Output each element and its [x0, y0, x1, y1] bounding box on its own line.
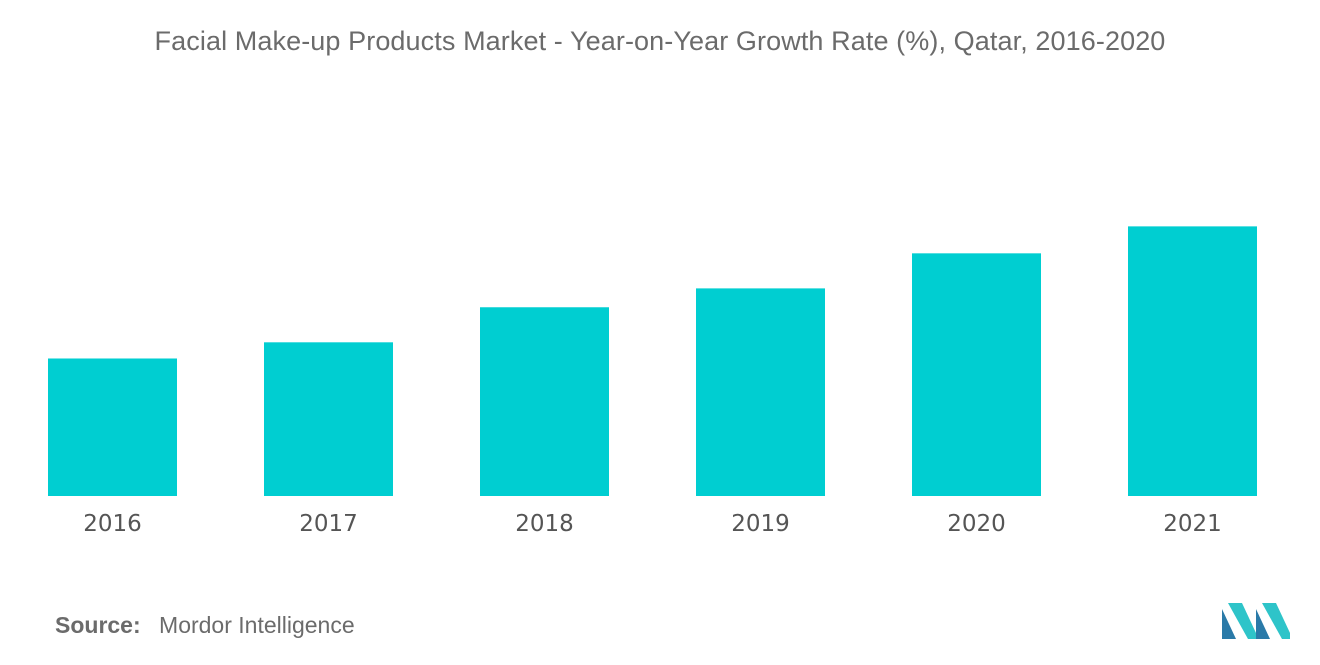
bar-2018 — [480, 307, 609, 496]
bar-2021 — [1128, 226, 1257, 497]
bar-2017 — [264, 342, 393, 496]
source-label: Source: — [55, 612, 141, 638]
mordor-intelligence-logo-icon — [1222, 603, 1290, 639]
source-note: Source: Mordor Intelligence — [55, 612, 355, 639]
x-tick-label-2020: 2020 — [947, 511, 1006, 537]
x-tick-label-2016: 2016 — [83, 511, 142, 537]
bar-2016 — [48, 358, 177, 496]
bar-2020 — [912, 253, 1041, 496]
bar-2019 — [696, 288, 825, 496]
source-value: Mordor Intelligence — [159, 612, 355, 638]
x-tick-label-2019: 2019 — [731, 511, 790, 537]
x-tick-label-2021: 2021 — [1163, 511, 1222, 537]
x-tick-label-2017: 2017 — [299, 511, 358, 537]
x-tick-label-2018: 2018 — [515, 511, 574, 537]
chart-title: Facial Make-up Products Market - Year-on… — [154, 26, 1166, 56]
bar-chart: 2016 2017 2018 2019 2020 2021 — [48, 226, 1257, 537]
